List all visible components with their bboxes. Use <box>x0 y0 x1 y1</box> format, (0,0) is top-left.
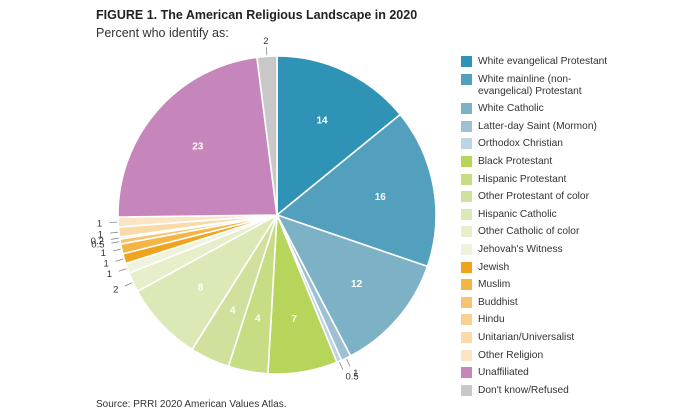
legend-label: Unaffiliated <box>478 367 529 379</box>
data-label-don-t-know-refused: 2 <box>263 36 268 47</box>
legend-item-hispanic-protestant: Hispanic Protestant <box>461 173 696 186</box>
legend-label: Unitarian/Universalist <box>478 331 575 343</box>
leader-line-latter-day-saint-mormon <box>346 358 351 367</box>
legend-item-other-protestant-of-color: Other Protestant of color <box>461 191 696 203</box>
legend-label: Other Catholic of color <box>478 226 580 238</box>
legend-label: Jehovah's Witness <box>478 243 563 255</box>
legend-swatch <box>461 296 472 308</box>
data-label-jewish: 1 <box>104 259 109 270</box>
data-label-unitarian-universalist: 1 <box>98 229 103 240</box>
leader-line-muslim <box>112 248 121 252</box>
legend-label: White Catholic <box>478 103 544 115</box>
legend-label: Muslim <box>478 279 511 291</box>
legend-item-muslim: Muslim <box>461 279 696 291</box>
data-label-buddhist: 0.5 <box>91 240 104 251</box>
data-label-white-catholic: 12 <box>351 279 363 290</box>
legend-swatch <box>461 208 472 220</box>
pie-slice-don-t-know-refused <box>256 55 278 216</box>
legend-label: Don't know/Refused <box>478 384 569 396</box>
data-label-other-religion: 1 <box>97 218 102 229</box>
legend-item-jehovah-s-witness: Jehovah's Witness <box>461 243 696 256</box>
chart-title: FIGURE 1. The American Religious Landsca… <box>96 8 418 22</box>
pie-slices <box>117 55 437 375</box>
legend-swatch <box>461 226 472 238</box>
legend-label: Hindu <box>478 314 505 326</box>
legend-swatch <box>461 384 472 396</box>
leader-line-jehovah-s-witness <box>118 268 127 272</box>
legend-item-other-catholic-of-color: Other Catholic of color <box>461 226 696 238</box>
legend-item-black-protestant: Black Protestant <box>461 155 696 168</box>
legend-label: Buddhist <box>478 296 518 308</box>
leader-line-don-t-know-refused <box>266 47 268 56</box>
legend-item-white-mainline-non-evangelical-protestant: White mainline (non- evangelical) Protes… <box>461 73 696 98</box>
legend-swatch <box>461 120 472 132</box>
legend-item-orthodox-christian: Orthodox Christian <box>461 138 696 150</box>
pie-slice-unaffiliated <box>117 56 278 218</box>
legend-swatch <box>461 261 472 273</box>
data-label-hindu: 0.2 <box>91 236 104 247</box>
legend-item-hispanic-catholic: Hispanic Catholic <box>461 208 696 221</box>
data-label-latter-day-saint-mormon: 1 <box>353 368 358 379</box>
legend-item-unitarian-universalist: Unitarian/Universalist <box>461 331 696 344</box>
legend-swatch <box>461 314 472 326</box>
legend-item-unaffiliated: Unaffiliated <box>461 367 696 379</box>
legend-swatch <box>461 173 472 185</box>
data-label-muslim: 1 <box>101 248 106 259</box>
leader-line-hindu <box>110 237 119 240</box>
legend-item-white-catholic: White Catholic <box>461 103 696 115</box>
leader-line-unitarian-universalist <box>109 231 118 234</box>
data-label-white-evangelical-protestant: 14 <box>316 116 328 127</box>
legend-label: White mainline (non- evangelical) Protes… <box>478 73 582 97</box>
legend-label: White evangelical Protestant <box>478 56 608 67</box>
legend-item-jewish: Jewish <box>461 261 696 274</box>
source-note: Source: PRRI 2020 American Values Atlas. <box>96 399 287 410</box>
legend-label: Hispanic Catholic <box>478 208 557 220</box>
legend-swatch <box>461 56 472 67</box>
legend-item-latter-day-saint-mormon: Latter-day Saint (Mormon) <box>461 120 696 133</box>
legend-item-buddhist: Buddhist <box>461 296 696 309</box>
legend-swatch <box>461 103 472 115</box>
legend-swatch <box>461 155 472 167</box>
legend-item-don-t-know-refused: Don't know/Refused <box>461 384 696 397</box>
leader-line-jewish <box>115 258 124 262</box>
legend-swatch <box>461 349 472 361</box>
data-label-black-protestant: 7 <box>291 314 297 325</box>
data-label-jehovah-s-witness: 1 <box>107 269 112 280</box>
data-label-other-catholic-of-color: 2 <box>113 285 118 296</box>
pie-slice-white-evangelical-protestant <box>276 55 402 217</box>
data-label-white-mainline-non-evangelical-protestant: 16 <box>375 192 387 203</box>
legend-item-other-religion: Other Religion <box>461 349 696 362</box>
legend-swatch <box>461 73 472 85</box>
legend-label: Jewish <box>478 261 510 273</box>
pie-slice-white-catholic <box>275 213 429 358</box>
legend-label: Hispanic Protestant <box>478 173 567 185</box>
legend-swatch <box>461 191 472 203</box>
legend-swatch <box>461 279 472 291</box>
legend-label: Orthodox Christian <box>478 138 563 150</box>
data-label-unaffiliated: 23 <box>192 142 204 153</box>
leader-line-other-catholic-of-color <box>124 282 133 287</box>
chart-subtitle: Percent who identify as: <box>96 26 229 40</box>
legend-label: Other Religion <box>478 349 544 361</box>
legend-swatch <box>461 367 472 379</box>
chart-legend: White evangelical Protestant White mainli… <box>461 56 696 402</box>
legend-swatch <box>461 331 472 343</box>
data-label-hispanic-protestant: 4 <box>255 314 261 325</box>
legend-label: Black Protestant <box>478 155 553 167</box>
data-label-orthodox-christian: 0.5 <box>346 372 359 383</box>
leader-line-orthodox-christian <box>339 362 344 370</box>
legend-item-hindu: Hindu <box>461 314 696 326</box>
leader-line-buddhist <box>111 241 120 244</box>
legend-swatch <box>461 243 472 255</box>
legend-item-white-evangelical-protestant: White evangelical Protestant <box>461 56 696 68</box>
data-label-other-protestant-of-color: 4 <box>230 306 236 317</box>
legend-label: Latter-day Saint (Mormon) <box>478 120 597 132</box>
legend-label: Other Protestant of color <box>478 191 589 203</box>
legend-swatch <box>461 138 472 150</box>
data-label-hispanic-catholic: 8 <box>198 282 204 293</box>
